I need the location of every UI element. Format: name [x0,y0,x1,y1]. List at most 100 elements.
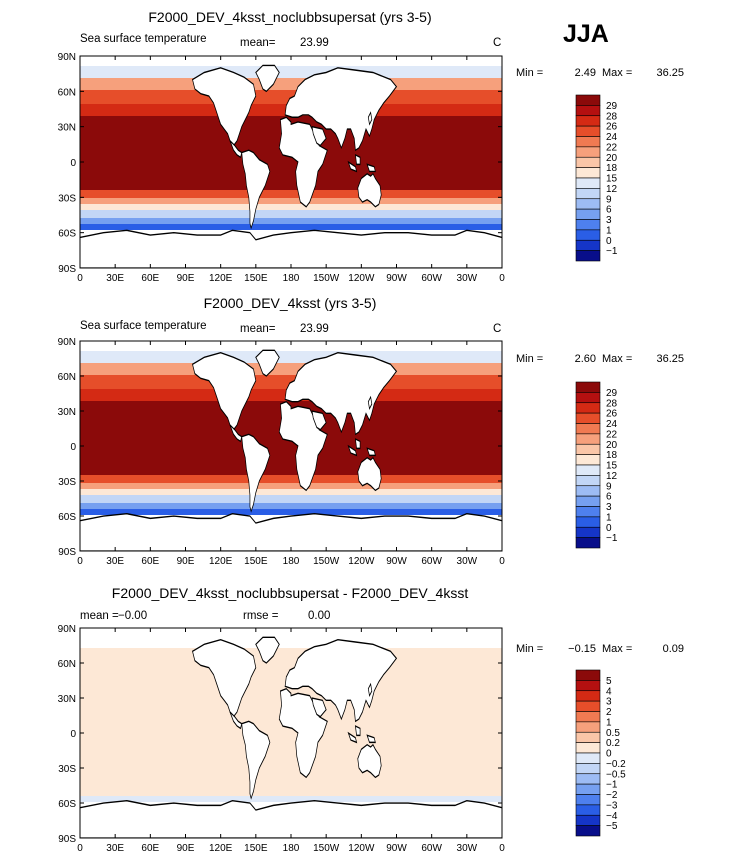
colorbar-level-label: 20 [606,153,618,164]
lat-tick-label: 90S [58,264,76,275]
lon-tick-label: 30E [106,273,124,284]
colorbar-swatch [575,167,601,179]
min-label: Min = [516,353,543,365]
lon-tick-label: 150E [244,843,268,854]
lon-tick-label: 180 [283,843,300,854]
colorbar-swatch [575,208,601,220]
colorbar-swatch [575,506,601,518]
lon-tick-label: 120W [348,843,375,854]
colorbar-level-label: 15 [606,174,618,185]
lon-tick-label: 180 [283,556,300,567]
colorbar-level-label: 5 [606,676,612,687]
panel-1-title: F2000_DEV_4ksst_noclubbsupersat (yrs 3-5… [148,9,431,25]
min-label: Min = [516,643,543,655]
colorbar-swatch [575,219,601,231]
colorbar-swatch [575,433,601,445]
panel-2-variable: Sea surface temperature [80,320,207,332]
lon-tick-label: 90E [177,556,195,567]
max-label: Max = [602,67,632,79]
lat-tick-label: 90S [58,547,76,558]
colorbar-swatch [575,773,601,785]
colorbar-swatch [575,156,601,168]
lat-tick-label: 60S [58,229,76,240]
panel-2-mean-label: mean= [240,323,276,335]
colorbar-level-label: 2 [606,707,612,718]
colorbar-level-label: 3 [606,697,612,708]
colorbar-swatch [575,198,601,210]
lon-tick-label: 30W [457,556,478,567]
colorbar-swatch [575,381,601,393]
max-value: 36.25 [656,353,684,365]
colorbar-level-label: −0.2 [606,759,626,770]
lon-tick-label: 60W [421,843,442,854]
lon-tick-label: 60E [141,843,159,854]
min-value: 2.60 [575,353,596,365]
colorbar-swatch [575,136,601,148]
lat-tick-label: 60S [58,799,76,810]
colorbar-level-label: 12 [606,184,618,195]
colorbar-swatch [575,721,601,733]
colorbar-swatch [575,794,601,806]
colorbar-level-label: 29 [606,101,618,112]
colorbar-swatch [575,537,601,549]
max-value: 0.09 [663,643,684,655]
panel-2-units: C [493,323,501,335]
colorbar-level-label: 15 [606,461,618,472]
lon-tick-label: 0 [77,843,83,854]
panel-1-mean-label: mean= [240,37,276,49]
colorbar-swatch [575,495,601,507]
lon-tick-label: 0 [499,843,505,854]
colorbar-level-label: 24 [606,132,618,143]
colorbar-level-label: 12 [606,471,618,482]
max-value: 36.25 [656,67,684,79]
colorbar-swatch [575,742,601,754]
colorbar-level-label: 29 [606,388,618,399]
lat-tick-label: 60N [58,659,76,670]
colorbar-level-label: 3 [606,215,612,226]
colorbar-level-label: −3 [606,800,618,811]
lon-tick-label: 60W [421,556,442,567]
colorbar-level-label: 22 [606,429,618,440]
colorbar-level-label: 1 [606,225,612,236]
colorbar-level-label: −1 [606,533,618,544]
colorbar-level-label: −0.5 [606,769,626,780]
lat-tick-label: 30S [58,477,76,488]
colorbar-swatch [575,711,601,723]
lon-tick-label: 150E [244,556,268,567]
colorbar-level-label: 0 [606,523,612,534]
lat-tick-label: 90N [58,52,76,63]
panel-3-rmse-value: 0.00 [308,610,330,622]
colorbar-swatch [575,783,601,795]
lon-tick-label: 120E [209,843,233,854]
lon-tick-label: 90E [177,843,195,854]
panel-3-mean-value: −0.00 [118,610,147,622]
panel-2-title: F2000_DEV_4ksst (yrs 3-5) [204,295,377,311]
colorbar-swatch [575,229,601,241]
colorbar-swatch [575,690,601,702]
colorbar-level-label: 1 [606,717,612,728]
colorbar-level-label: 3 [606,502,612,513]
lat-tick-label: 30S [58,764,76,775]
colorbar-layer: 29282624222018151296310−1292826242220181… [575,94,626,837]
lon-tick-label: 0 [77,556,83,567]
lon-tick-label: 0 [77,273,83,284]
panel-1-map [80,56,502,268]
lon-tick-label: 60W [421,273,442,284]
colorbar-swatch [575,146,601,158]
lon-tick-label: 180 [283,273,300,284]
colorbar-level-label: 9 [606,481,612,492]
lon-tick-label: 120E [209,556,233,567]
colorbar-level-label: 4 [606,686,612,697]
season-label: JJA [563,20,609,48]
colorbar-swatch [575,763,601,775]
colorbar-level-label: 6 [606,492,612,503]
lon-tick-label: 60E [141,556,159,567]
lon-tick-label: 90W [386,556,407,567]
colorbar-level-label: 22 [606,142,618,153]
panel-1-units: C [493,37,501,49]
colorbar-swatch [575,464,601,476]
colorbar-level-label: 0 [606,236,612,247]
lon-tick-label: 120W [348,273,375,284]
panel-1-variable: Sea surface temperature [80,33,207,45]
